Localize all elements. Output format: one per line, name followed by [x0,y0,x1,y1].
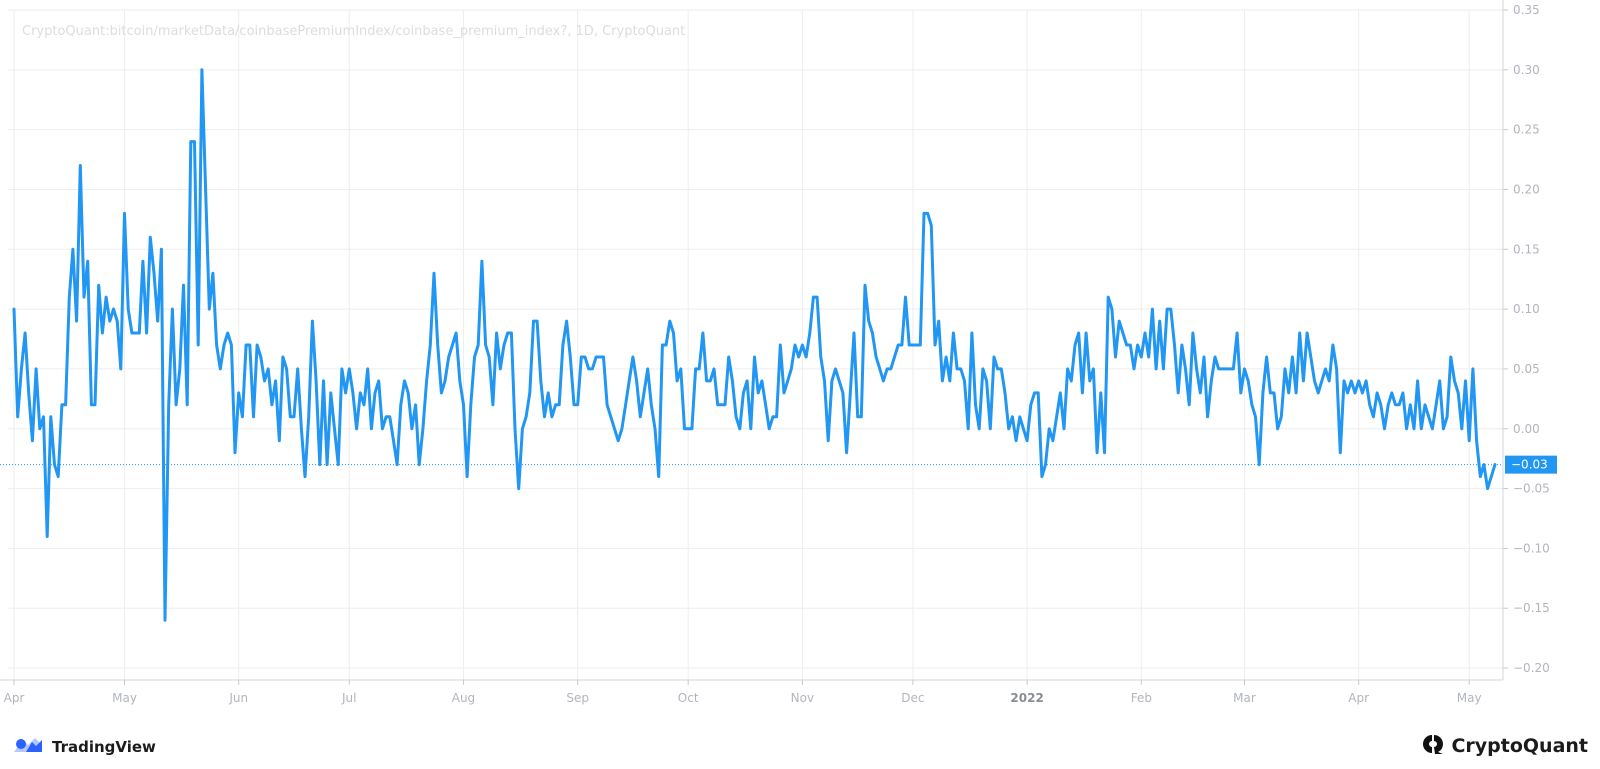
x-tick-label: Jul [341,691,356,705]
series-line [12,68,1497,622]
y-tick-label: 0.30 [1513,63,1540,77]
cryptoquant-logo-icon [1421,733,1445,759]
x-tick-label: Feb [1131,691,1152,705]
x-axis-ticks: Apr May Jun Jul Aug Sep Oct Nov Dec 2022 Feb Mar Apr… [4,680,1482,705]
chart-axes [0,0,1504,681]
y-tick-label: −0.05 [1513,482,1550,496]
tradingview-brand[interactable]: TradingView [12,736,156,758]
x-tick-label: Nov [791,691,814,705]
last-value-label-group: −0.03 [1505,455,1557,474]
chart-watermark: CryptoQuant:bitcoin/marketData/coinbaseP… [22,24,686,39]
y-tick-label: 0.10 [1513,302,1540,316]
tradingview-label: TradingView [52,738,156,756]
x-tick-label: Apr [4,691,25,705]
y-tick-label: 0.25 [1513,123,1540,137]
last-value-badge [1505,455,1557,474]
y-tick-label: 0.20 [1513,182,1540,196]
y-tick-label: 0.05 [1513,362,1540,376]
x-tick-label: Mar [1233,691,1256,705]
x-tick-label: Aug [452,691,475,705]
y-tick-label: 0.15 [1513,242,1540,256]
last-value-label: −0.03 [1511,458,1548,472]
y-tick-label: −0.10 [1513,541,1550,555]
x-tick-label: Dec [901,691,924,705]
y-tick-label: −0.20 [1513,661,1550,675]
x-tick-label: Apr [1348,691,1369,705]
x-tick-label: 2022 [1010,691,1043,705]
x-tick-label: May [112,691,137,705]
x-tick-label: Oct [678,691,699,705]
point-layer [14,70,1495,620]
y-axis-ticks: 0.35 0.30 0.25 0.20 0.15 0.10 0.05 0.00 −0.05 −0.… [1503,3,1550,675]
x-tick-label: Sep [566,691,589,705]
cryptoquant-brand[interactable]: CryptoQuant [1421,734,1588,758]
x-tick-label: Jun [228,691,248,705]
series-layer [12,68,1497,622]
y-tick-label: 0.35 [1513,3,1540,17]
cryptoquant-label: CryptoQuant [1451,735,1588,757]
y-tick-label: −0.15 [1513,601,1550,615]
tradingview-logo-icon [12,736,44,758]
x-tick-label: May [1457,691,1482,705]
y-tick-label: 0.00 [1513,422,1540,436]
